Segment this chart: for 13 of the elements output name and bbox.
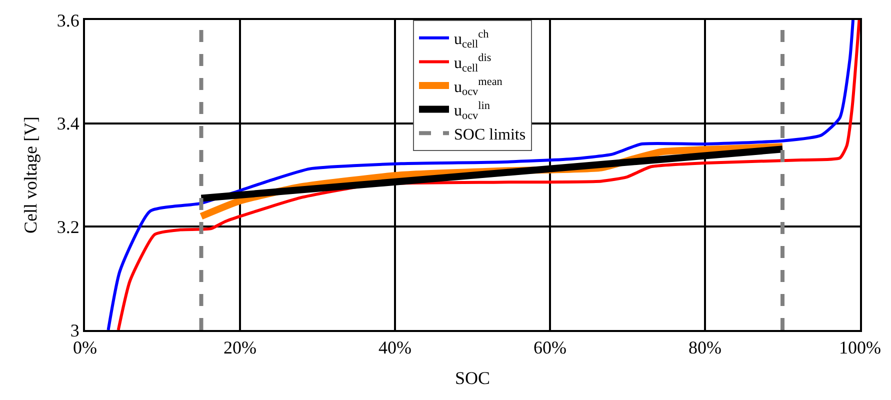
legend-label: SOC limits [454, 126, 526, 144]
x-tick-label: 0% [73, 338, 97, 358]
y-tick-label: 3.4 [56, 114, 80, 134]
x-tick-label: 20% [224, 338, 256, 358]
y-tick-label: 3 [70, 320, 80, 340]
x-axis-title: SOC [454, 368, 490, 388]
y-tick-label: 3.6 [56, 10, 80, 30]
y-axis-title: Cell voltage [V] [20, 116, 41, 234]
x-tick-label: 100% [839, 338, 881, 358]
x-tick-label: 60% [534, 338, 566, 358]
y-tick-label: 3.2 [56, 216, 80, 237]
x-tick-label: 80% [688, 338, 722, 358]
x-tick-label: 40% [378, 338, 412, 358]
